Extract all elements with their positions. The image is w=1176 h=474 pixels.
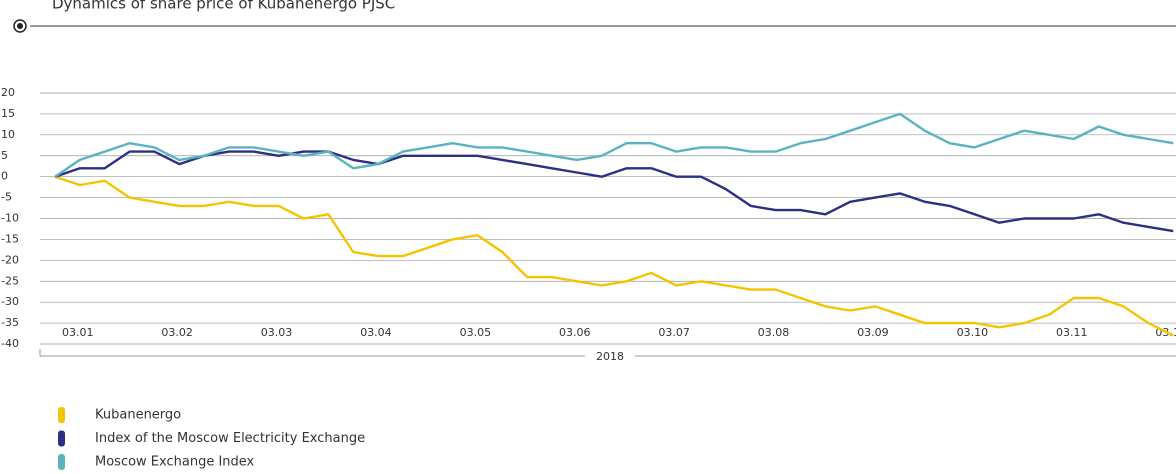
y-tick-label: -5 (1, 191, 12, 204)
x-tick-label: 03.07 (658, 326, 690, 339)
x-tick-label: 03.11 (1056, 326, 1088, 339)
x-tick-label: 03.02 (161, 326, 193, 339)
series-line (54, 112, 1174, 178)
y-tick-label: -30 (1, 295, 19, 308)
series-line (54, 175, 1174, 337)
y-tick-label: -20 (1, 253, 19, 266)
x-tick-label: 03.05 (460, 326, 492, 339)
y-tick-label: -10 (1, 212, 19, 225)
y-tick-label: -15 (1, 232, 19, 245)
x-tick-label: 03.01 (62, 326, 94, 339)
x-tick-label: 03.10 (957, 326, 989, 339)
x-axis-label: 2018 (596, 350, 624, 363)
legend-label: Moscow Exchange Index (95, 455, 255, 470)
y-tick-label: -25 (1, 274, 19, 287)
y-tick-label: 5 (1, 149, 8, 162)
title-icon (13, 19, 27, 33)
x-tick-label: 03.03 (261, 326, 293, 339)
y-tick-label: 20 (1, 86, 15, 99)
y-tick-label: -35 (1, 316, 19, 329)
x-tick-label: 03.08 (758, 326, 790, 339)
x-tick-label: 03.04 (360, 326, 392, 339)
chart-title: Dynamics of share price of Kubanenergo P… (52, 0, 395, 13)
y-tick-label: 15 (1, 107, 15, 120)
title-icon-dot (17, 23, 23, 29)
legend-label: Kubanenergo (95, 408, 181, 423)
legend-swatch (58, 454, 65, 470)
y-tick-label: -40 (1, 337, 19, 350)
legend-label: Index of the Moscow Electricity Exchange (95, 431, 365, 446)
y-tick-label: 0 (1, 170, 8, 183)
axis-bracket (39, 349, 1176, 357)
legend-swatch (58, 407, 65, 423)
x-tick-label: 03.09 (857, 326, 889, 339)
series-line (54, 150, 1174, 233)
legend-swatch (58, 430, 65, 447)
y-tick-label: 10 (1, 128, 15, 141)
x-tick-label: 03.06 (559, 326, 591, 339)
